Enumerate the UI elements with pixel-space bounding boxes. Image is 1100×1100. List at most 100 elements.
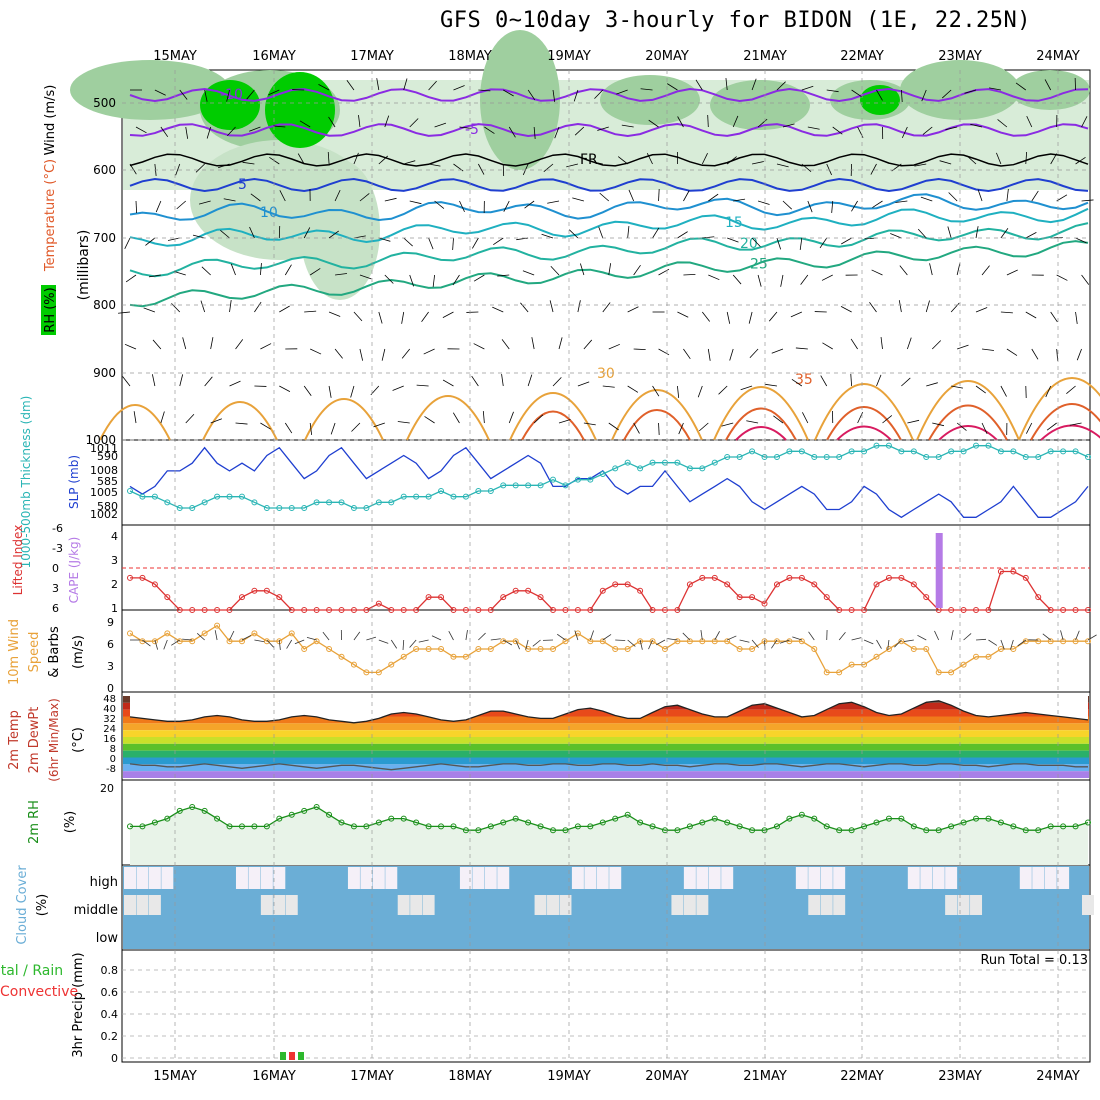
lifted-index-marker (624, 581, 631, 588)
wind-barb (1081, 199, 1094, 202)
wind10m-marker (151, 638, 158, 645)
wind-barb (227, 126, 236, 137)
lifted-index-marker (574, 607, 581, 613)
wind-barb (608, 263, 612, 276)
wind-barb (732, 274, 742, 285)
wind-barb (192, 234, 205, 239)
wind-barb (318, 84, 330, 91)
wind-barb (956, 422, 967, 431)
lifted-index-marker (363, 607, 370, 613)
wind-barb (895, 200, 908, 203)
rh2m-marker (599, 819, 606, 826)
wind10m-barb (838, 631, 846, 641)
wind10m-marker (935, 669, 942, 676)
wind-barb (580, 263, 585, 276)
isotherm-40-cell (938, 425, 998, 441)
ua-rh-legend: RH (%) (43, 287, 58, 332)
wind-barb (472, 237, 479, 249)
thickness-marker (736, 454, 743, 460)
pc-tick: 0.8 (101, 964, 119, 977)
wind-barb (409, 274, 414, 287)
wind-barb (482, 411, 485, 424)
wind10m-marker (512, 638, 519, 645)
rh2m-marker (301, 807, 308, 814)
lifted-index-marker (550, 607, 557, 613)
wind10m-marker (798, 638, 805, 645)
cloud-high-gap (609, 867, 622, 889)
rh-shade-blob (70, 60, 230, 120)
date-label-top: 15MAY (153, 49, 197, 64)
cloud-mid-gap (808, 895, 821, 915)
wind10m-marker (164, 630, 171, 637)
wind10m-marker (326, 646, 333, 652)
thickness-marker (301, 505, 308, 511)
cloud-mid-gap (285, 895, 298, 915)
wind-barb (424, 416, 435, 424)
cloud-high-gap (683, 867, 696, 889)
thickness-marker (836, 454, 843, 460)
wind-barb (1056, 194, 1068, 202)
wind-barb (577, 381, 590, 387)
cl-unit: (%) (35, 894, 50, 917)
rh2m-marker (798, 811, 805, 818)
wind-barb (1069, 422, 1082, 426)
ua-units-legend: (millibars) (76, 230, 92, 301)
rh2m-marker (313, 804, 320, 811)
rh2m-marker (1085, 819, 1091, 826)
date-label-bottom: 19MAY (547, 1069, 591, 1084)
wind-barb (821, 274, 833, 281)
cloud-high-gap (721, 867, 734, 889)
wind10m-marker (238, 638, 245, 645)
wind-barb (975, 226, 979, 239)
wind-barb (790, 311, 803, 318)
ua-wind-legend: Wind (m/s) (43, 85, 58, 156)
thickness-marker (786, 448, 793, 455)
wind-barb (401, 348, 411, 359)
wind-barb (617, 156, 628, 165)
thickness-marker (798, 448, 805, 455)
wind-barb (1046, 422, 1057, 431)
wind10m-barb (602, 634, 612, 641)
wind-barb (807, 200, 813, 213)
wind-barb (658, 348, 670, 356)
lifted-index-marker (587, 607, 594, 613)
wind-barb (260, 422, 271, 430)
wind-barb (473, 274, 485, 282)
wind-barb (771, 348, 784, 354)
isotherm-35-cell (623, 409, 691, 441)
lifted-index-marker (885, 574, 892, 581)
wind-barb (547, 200, 560, 204)
wind-barb (678, 422, 684, 435)
lifted-index-marker (338, 607, 345, 613)
wind-barb (516, 237, 529, 241)
wind-barb (501, 339, 510, 350)
wind-barb (948, 192, 958, 202)
wind-barb (378, 311, 383, 324)
wind-barb (508, 411, 514, 424)
temp-band (123, 737, 1089, 744)
wind-barb (303, 385, 312, 396)
lifted-index-marker (985, 607, 992, 613)
wind-barb (223, 198, 236, 202)
tp-tick: 24 (103, 724, 116, 735)
wind-barb (876, 374, 882, 387)
cloud-high-gap (136, 867, 149, 889)
rh2m-marker (550, 827, 557, 834)
wind-barb (801, 85, 814, 91)
cloud-mid-gap (833, 895, 846, 915)
rh-legend-swatch (41, 285, 56, 335)
wind-barb (533, 414, 544, 424)
wind-barb (566, 163, 578, 168)
wind10m-marker (910, 646, 917, 652)
lifted-index-marker (512, 587, 519, 594)
rh2m-marker (562, 827, 569, 834)
wind-barb (195, 163, 205, 173)
wind-barb (701, 311, 711, 322)
rh2m-marker (338, 819, 345, 826)
wind-barb (975, 385, 986, 394)
lifted-index-marker (537, 594, 544, 601)
wind10m-marker (898, 638, 905, 645)
wind-barb (299, 120, 311, 128)
thickness-marker (699, 465, 706, 472)
wind-barb (820, 375, 828, 387)
